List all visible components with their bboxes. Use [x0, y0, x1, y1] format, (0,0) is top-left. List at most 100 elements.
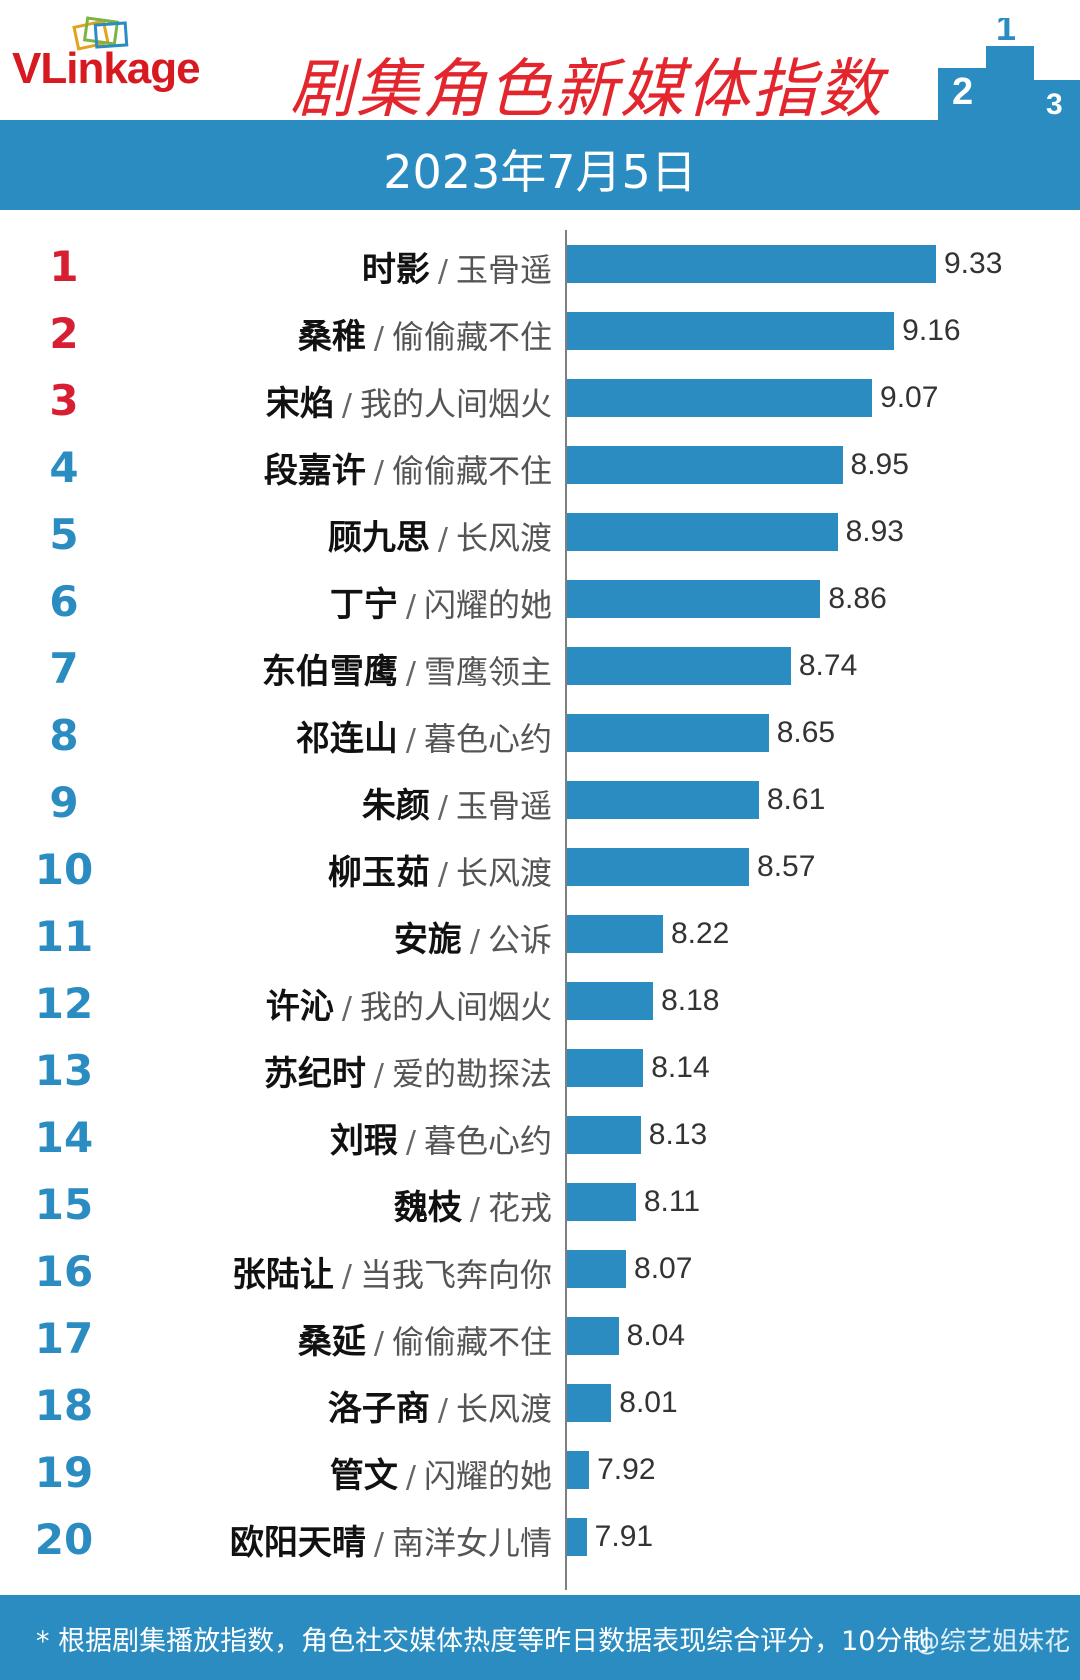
rank-number: 17 — [34, 1313, 94, 1363]
header: VLinkage 剧集角色新媒体指数 2 1 3 — [0, 0, 1080, 127]
separator: / — [405, 655, 416, 691]
separator: / — [373, 1526, 384, 1562]
bar — [567, 378, 873, 417]
rank-number: 15 — [34, 1179, 94, 1229]
separator: / — [405, 1459, 416, 1495]
character-name: 魏枝 — [393, 1187, 462, 1228]
drama-title: 公诉 — [487, 920, 552, 959]
character-name: 欧阳天晴 — [229, 1522, 366, 1563]
rank-number: 10 — [34, 844, 94, 894]
logo-text: VLinkage — [12, 44, 201, 93]
rank-number: 9 — [49, 777, 79, 827]
bar — [567, 1182, 636, 1221]
bar-value-label: 8.13 — [648, 1117, 708, 1151]
drama-title: 偷偷藏不住 — [391, 1322, 552, 1361]
bar-value-label: 8.11 — [643, 1184, 701, 1218]
separator: / — [341, 990, 352, 1026]
row-label: 魏枝 / 花戎 — [120, 1180, 552, 1229]
drama-title: 玉骨遥 — [455, 786, 552, 825]
rank-number: 8 — [49, 710, 79, 760]
bar-value-label: 8.57 — [757, 849, 816, 883]
rank-number: 5 — [49, 509, 79, 559]
drama-title: 闪耀的她 — [423, 1456, 552, 1495]
chart-axis-line — [565, 230, 567, 1590]
separator: / — [437, 789, 448, 825]
bar — [567, 713, 769, 752]
separator: / — [437, 1392, 448, 1428]
bar-value-label: 9.33 — [944, 246, 1003, 280]
bar-value-label: 8.93 — [845, 514, 904, 548]
drama-title: 长风渡 — [455, 853, 552, 892]
bar-value-label: 7.92 — [597, 1452, 656, 1486]
rank-number: 7 — [49, 643, 79, 693]
bar — [567, 579, 821, 618]
separator: / — [405, 722, 416, 758]
page-title: 剧集角色新媒体指数 — [290, 53, 884, 127]
separator: / — [373, 320, 384, 356]
bar — [567, 1450, 590, 1489]
row-label: 苏纪时 / 爱的勘探法 — [120, 1046, 552, 1095]
row-label: 张陆让 / 当我飞奔向你 — [120, 1247, 552, 1296]
character-name: 柳玉茹 — [327, 852, 430, 893]
separator: / — [469, 923, 480, 959]
watermark: @综艺姐妹花 — [913, 1627, 1070, 1657]
bar — [567, 981, 654, 1020]
drama-title: 雪鹰领主 — [423, 652, 552, 691]
drama-title: 偷偷藏不住 — [391, 317, 552, 356]
drama-title: 南洋女儿情 — [391, 1523, 552, 1562]
bar — [567, 914, 663, 953]
podium-icon: 2 1 3 — [938, 18, 1080, 120]
rank-number: 19 — [34, 1447, 94, 1497]
drama-title: 偷偷藏不住 — [391, 451, 552, 490]
character-name: 段嘉许 — [263, 450, 366, 491]
svg-text:3: 3 — [1046, 88, 1063, 120]
bar — [567, 1316, 619, 1355]
bar-value-label: 9.07 — [880, 380, 939, 414]
bar — [567, 311, 895, 350]
rank-number: 12 — [34, 978, 94, 1028]
vlinkage-logo: VLinkage — [12, 16, 201, 94]
row-label: 桑稚 / 偷偷藏不住 — [120, 309, 552, 358]
character-name: 苏纪时 — [263, 1053, 366, 1094]
character-name: 时影 — [361, 249, 430, 290]
bar — [567, 1048, 644, 1087]
drama-title: 当我飞奔向你 — [359, 1255, 552, 1294]
bar-value-label: 8.18 — [661, 983, 720, 1017]
bar — [567, 512, 838, 551]
bar — [567, 847, 750, 886]
bar-value-label: 7.91 — [594, 1519, 654, 1553]
character-name: 安旎 — [393, 919, 462, 960]
bar-value-label: 8.95 — [850, 447, 909, 481]
separator: / — [373, 1057, 384, 1093]
drama-title: 我的人间烟火 — [359, 384, 552, 423]
bar — [567, 1115, 641, 1154]
character-name: 顾九思 — [327, 517, 430, 558]
bar — [567, 244, 936, 283]
row-label: 宋焰 / 我的人间烟火 — [120, 376, 552, 425]
rank-number: 2 — [49, 308, 79, 358]
drama-title: 我的人间烟火 — [359, 987, 552, 1026]
rank-number: 1 — [49, 241, 79, 291]
rank-number: 16 — [34, 1246, 94, 1296]
character-name: 管文 — [329, 1455, 398, 1496]
bar — [567, 646, 791, 685]
bar-value-label: 8.22 — [670, 916, 730, 950]
row-label: 朱颜 / 玉骨遥 — [120, 778, 552, 827]
drama-title: 暮色心约 — [423, 719, 552, 758]
bar-value-label: 8.07 — [634, 1251, 693, 1285]
character-name: 东伯雪鹰 — [261, 651, 398, 692]
rank-number: 13 — [34, 1045, 94, 1095]
separator: / — [341, 387, 352, 423]
drama-title: 爱的勘探法 — [391, 1054, 552, 1093]
bar-value-label: 8.04 — [626, 1318, 686, 1352]
bar-value-label: 8.74 — [798, 648, 858, 682]
svg-text:1: 1 — [996, 18, 1016, 48]
row-label: 祁连山 / 暮色心约 — [120, 711, 552, 760]
rank-number: 20 — [34, 1514, 94, 1564]
drama-title: 玉骨遥 — [455, 250, 552, 289]
bar-value-label: 8.14 — [651, 1050, 710, 1084]
separator: / — [373, 1325, 384, 1361]
character-name: 桑稚 — [297, 316, 366, 357]
bar-value-label: 8.65 — [776, 715, 836, 749]
date-text: 2023年7月5日 — [383, 145, 697, 199]
